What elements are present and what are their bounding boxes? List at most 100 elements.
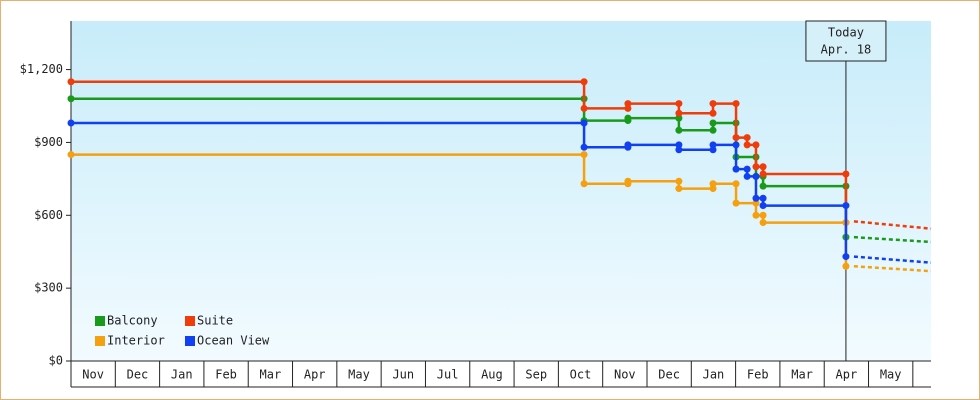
price-point <box>709 119 717 127</box>
price-point <box>759 170 767 178</box>
y-tick-label: $600 <box>34 208 63 222</box>
x-tick-label: Mar <box>260 368 282 382</box>
price-point <box>759 182 767 190</box>
price-point <box>759 219 767 227</box>
forecast-line <box>853 220 932 230</box>
legend-swatch <box>95 316 105 326</box>
x-tick-label: Aug <box>481 368 503 382</box>
x-tick-label: Mar <box>791 368 813 382</box>
x-tick-label: Jul <box>437 368 459 382</box>
price-point <box>709 146 717 154</box>
y-tick-label: $900 <box>34 135 63 149</box>
price-point <box>580 104 588 112</box>
price-point <box>732 134 740 142</box>
forecast-line <box>853 265 932 273</box>
price-point <box>759 194 767 202</box>
x-tick-label: Oct <box>570 368 592 382</box>
price-point <box>743 141 751 149</box>
price-point <box>624 180 632 188</box>
x-tick-label: Feb <box>747 368 769 382</box>
price-point <box>759 163 767 171</box>
price-point <box>67 151 75 159</box>
price-point <box>624 100 632 108</box>
x-tick-label: Jan <box>171 368 193 382</box>
x-tick-label: May <box>880 368 902 382</box>
x-tick-label: Jan <box>703 368 725 382</box>
price-point <box>842 170 850 178</box>
price-point <box>842 262 850 270</box>
x-tick-label: Jun <box>392 368 414 382</box>
y-tick-label: $1,200 <box>20 62 63 76</box>
price-point <box>709 109 717 117</box>
price-point <box>624 117 632 125</box>
x-tick-label: Apr <box>836 368 858 382</box>
price-point <box>842 253 850 261</box>
price-point <box>67 95 75 103</box>
price-point <box>67 78 75 86</box>
y-tick-label: $300 <box>34 281 63 295</box>
legend-swatch <box>185 336 195 346</box>
price-point <box>580 143 588 151</box>
price-point <box>580 78 588 86</box>
x-tick-label: Dec <box>658 368 680 382</box>
price-point <box>580 180 588 188</box>
x-tick-label: Apr <box>304 368 326 382</box>
legend-label: Balcony <box>107 314 158 328</box>
price-point <box>580 151 588 159</box>
legend-swatch <box>185 316 195 326</box>
price-point <box>732 165 740 173</box>
price-point <box>759 211 767 219</box>
price-point <box>732 141 740 149</box>
legend-label: Ocean View <box>197 334 270 348</box>
forecast-line <box>853 235 932 244</box>
price-point <box>752 199 760 207</box>
price-point <box>752 163 760 171</box>
price-point <box>675 141 683 149</box>
price-point <box>709 141 717 149</box>
price-point <box>743 134 751 142</box>
legend-swatch <box>95 336 105 346</box>
legend-label: Interior <box>107 334 165 348</box>
price-point <box>709 100 717 108</box>
x-tick-label: Nov <box>82 368 104 382</box>
today-label: Apr. 18 <box>821 43 872 57</box>
price-point <box>675 177 683 185</box>
today-label: Today <box>828 26 864 40</box>
price-point <box>842 202 850 210</box>
price-point <box>580 119 588 127</box>
x-tick-label: Dec <box>127 368 149 382</box>
price-point <box>675 185 683 193</box>
price-point <box>752 172 760 180</box>
price-point <box>675 109 683 117</box>
x-tick-label: Feb <box>215 368 237 382</box>
price-point <box>752 194 760 202</box>
price-point <box>675 146 683 154</box>
price-point <box>752 141 760 149</box>
legend-label: Suite <box>197 314 233 328</box>
price-point <box>732 180 740 188</box>
price-point <box>709 126 717 134</box>
x-tick-label: Nov <box>614 368 636 382</box>
price-point <box>759 202 767 210</box>
price-point <box>709 185 717 193</box>
x-tick-label: Sep <box>525 368 547 382</box>
price-point <box>709 180 717 188</box>
today-box <box>805 20 887 62</box>
price-point <box>675 126 683 134</box>
forecast-line <box>853 255 932 264</box>
price-point <box>732 199 740 207</box>
price-point <box>67 119 75 127</box>
x-tick-label: May <box>348 368 370 382</box>
price-point <box>743 172 751 180</box>
price-point <box>624 143 632 151</box>
price-point <box>624 104 632 112</box>
y-tick-label: $0 <box>49 354 63 368</box>
plot-area <box>71 21 931 361</box>
price-point <box>732 100 740 108</box>
price-point <box>752 211 760 219</box>
price-point <box>675 100 683 108</box>
price-point <box>743 165 751 173</box>
price-point <box>675 114 683 122</box>
